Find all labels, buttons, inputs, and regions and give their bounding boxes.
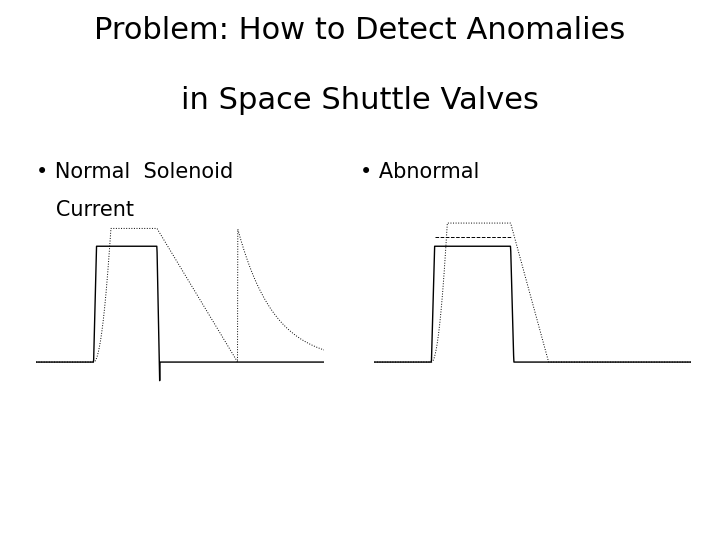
Text: Current: Current bbox=[36, 200, 134, 220]
Text: • Abnormal: • Abnormal bbox=[360, 162, 480, 182]
Text: in Space Shuttle Valves: in Space Shuttle Valves bbox=[181, 86, 539, 116]
Text: • Normal  Solenoid: • Normal Solenoid bbox=[36, 162, 233, 182]
Text: Problem: How to Detect Anomalies: Problem: How to Detect Anomalies bbox=[94, 16, 626, 45]
